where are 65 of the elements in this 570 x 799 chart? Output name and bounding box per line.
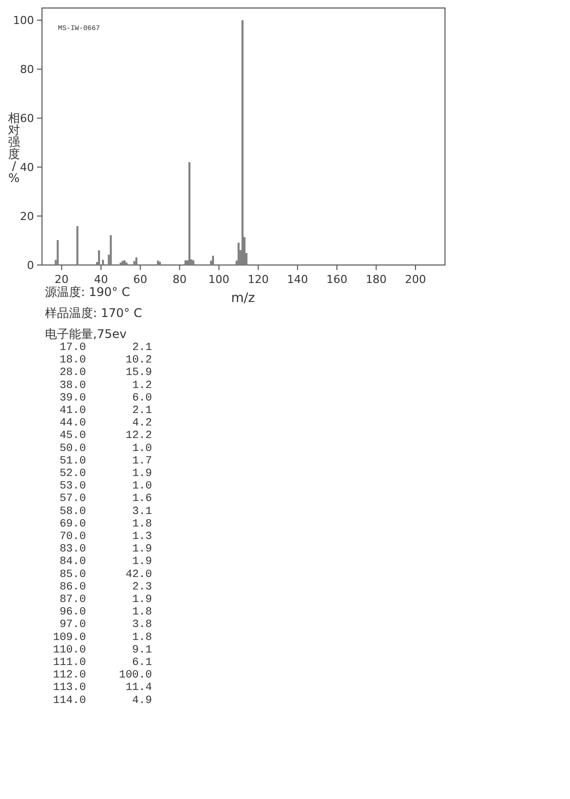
text: 114.0 4.9 xyxy=(52,694,152,707)
text: 70.0 1.3 xyxy=(60,531,152,543)
text: 58.0 3.1 xyxy=(60,506,152,518)
bar xyxy=(76,226,78,265)
text: 111.0 6.1 xyxy=(52,657,152,669)
x-tick-label: 80 xyxy=(172,273,187,286)
y-tick-label: 40 xyxy=(20,161,34,174)
bar xyxy=(158,262,161,265)
bar xyxy=(156,260,159,265)
text: 18.0 10.2 xyxy=(60,354,152,367)
text: 17.0 2.1 xyxy=(60,342,152,354)
x-axis-title: m/z xyxy=(231,291,256,306)
x-tick-label: 160 xyxy=(326,273,348,286)
x-tick-label: 100 xyxy=(208,273,230,286)
bar xyxy=(122,260,124,265)
y-tick-label: 100 xyxy=(13,14,34,28)
text: 44.0 4.2 xyxy=(60,418,152,430)
bar xyxy=(124,260,126,265)
text: 57.0 1.6 xyxy=(60,493,152,506)
x-tick-label: 120 xyxy=(248,273,269,286)
y-tick-label: 80 xyxy=(20,63,34,76)
text: 52.0 1.9 xyxy=(60,468,152,480)
bar xyxy=(102,260,104,265)
x-tick-label: 20 xyxy=(54,273,69,286)
text: 53.0 1.0 xyxy=(60,480,152,493)
y-tick-label: 60 xyxy=(20,112,34,126)
bar xyxy=(212,256,214,265)
y-tick-label: 0 xyxy=(27,259,34,272)
text: 112.0 100.0 xyxy=(52,670,152,682)
x-tick-label: 180 xyxy=(366,273,387,286)
bar xyxy=(135,257,138,265)
text: 84.0 1.9 xyxy=(60,556,152,568)
x-tick-label: 200 xyxy=(405,273,426,286)
x-tick-label: 140 xyxy=(287,273,308,286)
bar xyxy=(98,250,100,265)
bar xyxy=(238,242,240,265)
text: 源温度: 190° C xyxy=(45,285,130,299)
text: 69.0 1.8 xyxy=(60,518,152,530)
bar xyxy=(110,235,112,265)
text: 83.0 1.9 xyxy=(60,544,152,556)
bar xyxy=(56,240,59,265)
text: 39.0 6.0 xyxy=(60,392,152,404)
text: 51.0 1.7 xyxy=(60,455,152,468)
text: 样品温度: 170° C xyxy=(45,306,142,320)
text: 86.0 2.3 xyxy=(60,581,152,594)
y-tick-label: 20 xyxy=(20,210,34,224)
y-axis-title: 相对强度/% xyxy=(8,111,20,185)
x-tick-label: 60 xyxy=(133,273,148,286)
text: 110.0 9.1 xyxy=(52,644,152,656)
text: 97.0 3.8 xyxy=(60,619,152,632)
text: 113.0 11.4 xyxy=(52,682,152,694)
x-tick-label: 40 xyxy=(94,273,108,286)
bar xyxy=(188,162,190,265)
bar xyxy=(133,261,136,265)
text: 85.0 42.0 xyxy=(60,568,152,581)
text: 45.0 12.2 xyxy=(60,430,152,442)
text: 87.0 1.9 xyxy=(60,594,152,606)
text: 41.0 2.1 xyxy=(60,405,152,417)
text: 96.0 1.8 xyxy=(60,606,152,619)
text: 38.0 1.2 xyxy=(60,380,152,392)
text: 50.0 1.0 xyxy=(60,442,152,455)
text: 电子能量,75ev xyxy=(45,327,127,341)
text: 109.0 1.8 xyxy=(52,632,152,644)
bar xyxy=(242,20,244,265)
text: 28.0 15.9 xyxy=(60,367,152,380)
